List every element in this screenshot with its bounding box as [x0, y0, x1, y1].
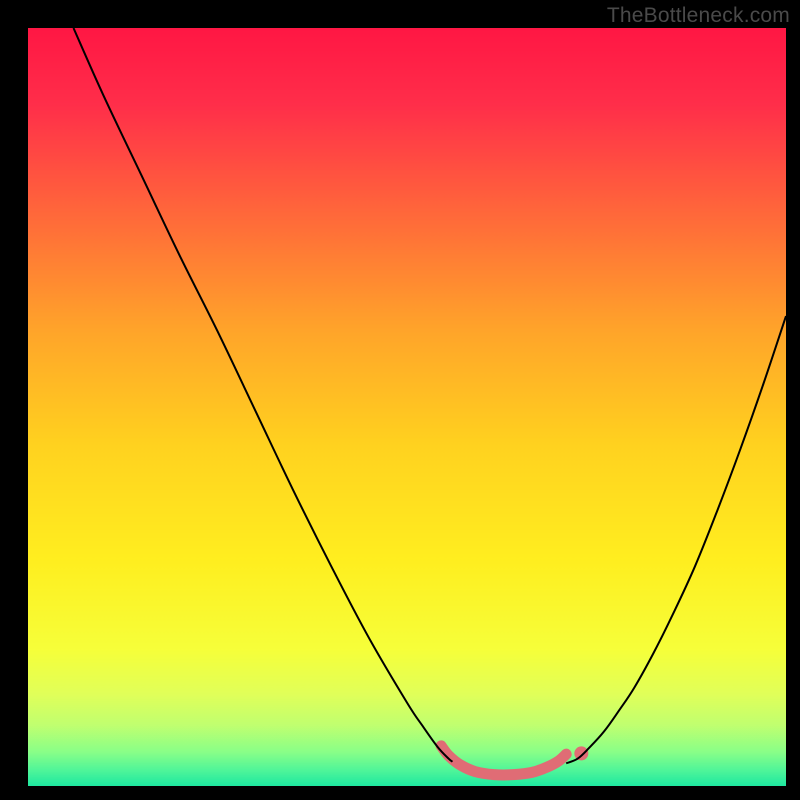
plot-area: [28, 28, 786, 786]
curve-layer: [28, 28, 786, 786]
valley-highlight: [441, 746, 566, 775]
watermark-label: TheBottleneck.com: [607, 4, 790, 28]
right-curve: [566, 316, 786, 763]
left-curve: [73, 28, 452, 762]
bottleneck-chart: TheBottleneck.com: [0, 0, 800, 800]
